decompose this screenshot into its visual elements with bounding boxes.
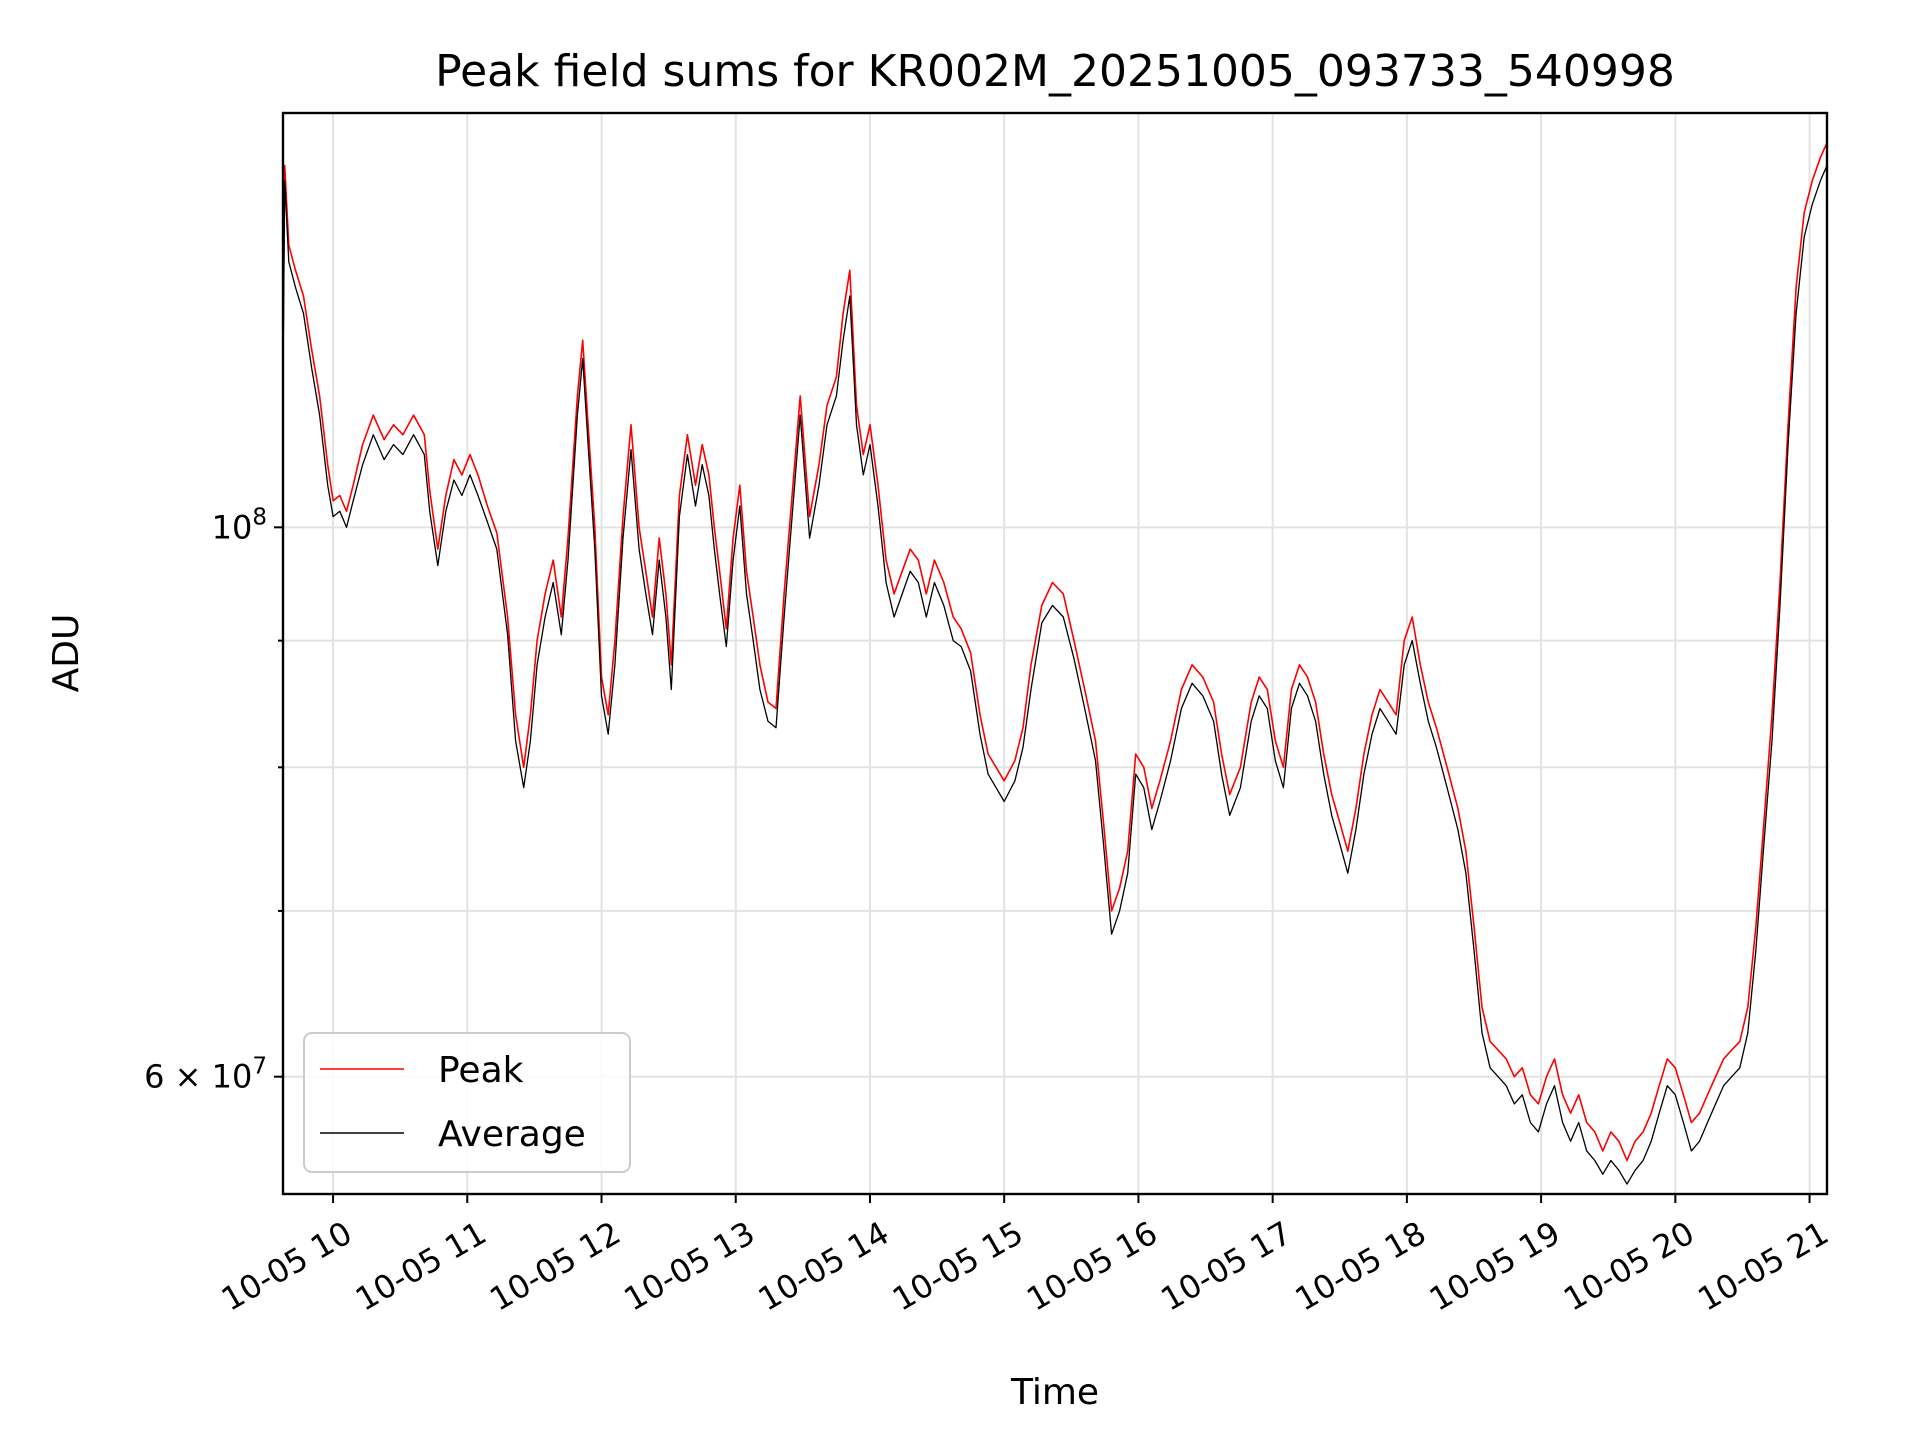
x-axis-label: Time — [1010, 1372, 1099, 1413]
series-lines — [282, 142, 1828, 1185]
y-tick-label: 6 × 107 — [144, 1054, 267, 1096]
plot-frame — [281, 111, 1829, 1196]
legend: Peak Average — [303, 1032, 631, 1173]
peak-series-line — [282, 142, 1828, 1162]
y-axis-label: ADU — [46, 614, 87, 693]
average-series-line — [282, 165, 1828, 1185]
legend-box — [303, 1032, 631, 1173]
chart-title: Peak field sums for KR002M_20251005_0937… — [435, 46, 1675, 97]
y-tick-label: 108 — [212, 504, 267, 546]
grid — [283, 113, 1827, 1194]
legend-peak-label: Peak — [438, 1050, 524, 1091]
legend-average-label: Average — [438, 1114, 586, 1155]
